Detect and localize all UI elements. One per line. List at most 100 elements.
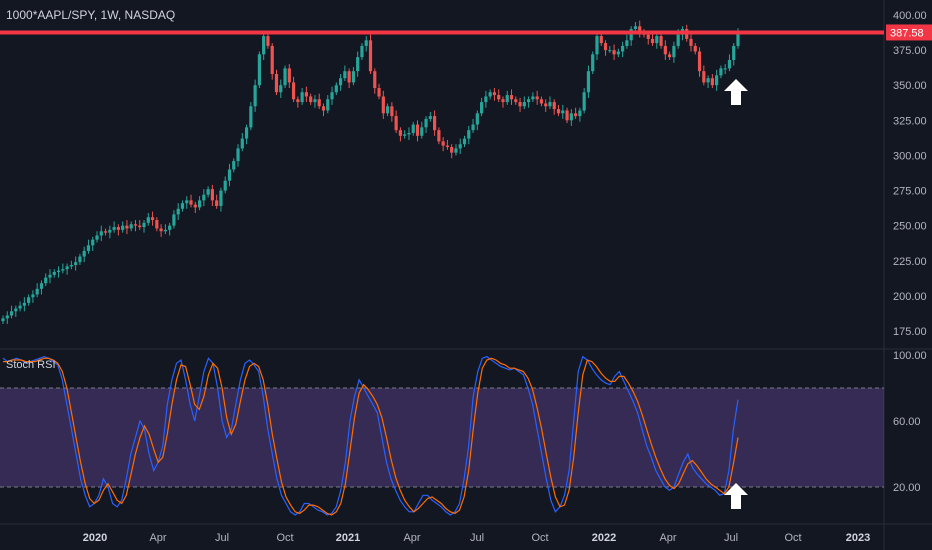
candle-body xyxy=(193,204,197,208)
candle-body xyxy=(99,231,103,236)
price-tick-label: 275.00 xyxy=(893,186,927,198)
candle-body xyxy=(172,214,176,226)
candle-body xyxy=(377,88,381,97)
stoch-tick-label: 60.00 xyxy=(893,416,921,428)
price-label-box xyxy=(886,24,932,41)
candle-body xyxy=(539,99,544,104)
candle-body xyxy=(296,99,300,103)
candle-body xyxy=(638,26,642,32)
arrow-up-icon xyxy=(724,483,748,509)
candle-body xyxy=(471,124,475,131)
candle-body xyxy=(368,40,373,72)
candle-body xyxy=(95,235,99,240)
candle-body xyxy=(185,200,189,204)
candle-body xyxy=(569,113,573,121)
candle-body xyxy=(343,71,347,79)
candle-body xyxy=(18,305,22,309)
price-label-value: 387.58 xyxy=(890,27,924,39)
candle-body xyxy=(475,113,479,125)
price-tick-label: 225.00 xyxy=(893,256,927,268)
candle-body xyxy=(5,315,9,319)
candle-body xyxy=(432,116,437,131)
candle-body xyxy=(232,161,236,170)
candle-body xyxy=(22,302,26,306)
stoch-d-line xyxy=(3,357,739,516)
candle-body xyxy=(351,71,356,83)
candle-body xyxy=(509,95,514,100)
candle-body xyxy=(462,138,467,145)
candle-body xyxy=(56,270,61,272)
candle-body xyxy=(249,106,253,128)
price-tick-label: 375.00 xyxy=(893,45,927,57)
arrow-up-icon xyxy=(724,79,748,105)
candle-body xyxy=(125,225,129,229)
candle-body xyxy=(313,99,317,103)
candle-body xyxy=(697,51,702,72)
candle-body xyxy=(715,75,719,86)
candle-body xyxy=(189,200,193,205)
candle-body xyxy=(48,274,52,278)
candle-body xyxy=(121,225,125,230)
candle-body xyxy=(655,36,659,44)
candle-body xyxy=(262,36,266,55)
candle-body xyxy=(146,217,150,223)
candle-body xyxy=(488,92,492,97)
candle-body xyxy=(150,217,155,221)
candle-body xyxy=(484,96,488,103)
price-tick-label: 400.00 xyxy=(893,10,927,22)
candle-body xyxy=(565,110,569,121)
candle-body xyxy=(659,36,663,46)
candle-body xyxy=(668,54,672,58)
candle-body xyxy=(582,92,586,111)
candle-body xyxy=(531,96,535,100)
candle-body xyxy=(518,102,522,107)
candle-body xyxy=(390,106,394,117)
candle-body xyxy=(266,36,270,46)
candle-body xyxy=(415,124,420,136)
candle-body xyxy=(202,194,206,201)
time-tick-label: 2020 xyxy=(83,532,107,544)
time-tick-label: 2023 xyxy=(846,532,870,544)
candle-body xyxy=(197,200,202,208)
candle-body xyxy=(676,34,680,46)
candle-body xyxy=(437,130,441,142)
candle-body xyxy=(210,189,214,201)
time-tick-label: Apr xyxy=(403,532,420,544)
candle-body xyxy=(155,220,159,229)
candle-body xyxy=(283,68,287,86)
candle-body xyxy=(215,200,219,206)
candle-body xyxy=(219,190,223,206)
candle-body xyxy=(663,45,667,55)
candle-body xyxy=(364,40,368,46)
candle-body xyxy=(616,51,620,55)
candle-body xyxy=(133,224,138,226)
candle-body xyxy=(621,45,625,52)
candle-body xyxy=(236,148,240,162)
candle-body xyxy=(467,130,471,139)
candle-body xyxy=(689,38,693,46)
candle-body xyxy=(505,95,509,103)
candle-body xyxy=(646,34,650,39)
candle-body xyxy=(706,78,710,83)
candle-body xyxy=(625,40,629,46)
candle-body xyxy=(334,85,338,93)
stoch-tick-label: 20.00 xyxy=(893,482,921,494)
candle-body xyxy=(548,102,552,107)
time-tick-label: Jul xyxy=(215,532,229,544)
time-tick-label: Oct xyxy=(531,532,548,544)
time-tick-label: Oct xyxy=(276,532,293,544)
candle-body xyxy=(108,229,112,233)
candle-body xyxy=(180,203,185,209)
candle-body xyxy=(381,96,385,114)
candle-body xyxy=(163,229,167,232)
candle-body xyxy=(672,45,676,58)
candle-body xyxy=(599,36,603,44)
candle-body xyxy=(86,245,91,251)
candle-body xyxy=(39,283,44,289)
candle-body xyxy=(732,45,736,60)
price-tick-label: 350.00 xyxy=(893,80,927,92)
candle-body xyxy=(450,147,454,153)
candle-body xyxy=(385,106,390,114)
candles-group xyxy=(1,20,740,324)
